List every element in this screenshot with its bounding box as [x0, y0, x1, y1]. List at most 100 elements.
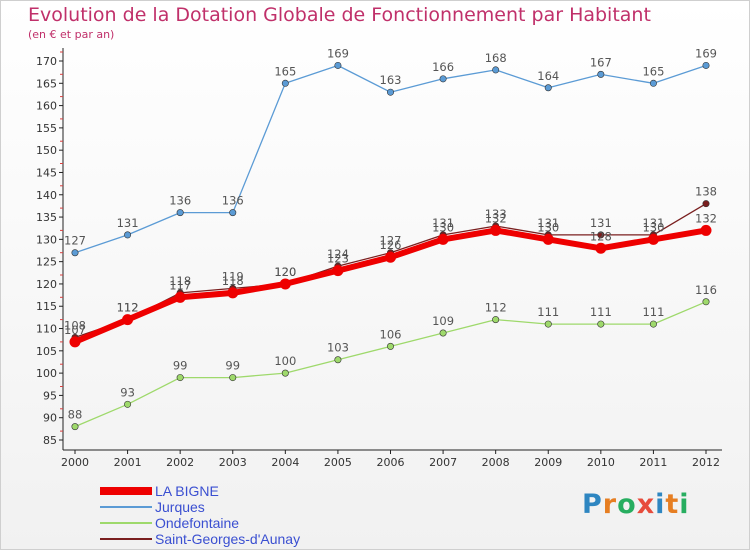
data-label-ondefontaine: 112 [485, 301, 507, 315]
data-label-la-bigne: 130 [432, 220, 454, 234]
data-label-la-bigne: 132 [695, 211, 717, 225]
legend-swatch [100, 506, 152, 508]
data-label-jurques: 127 [64, 234, 86, 248]
y-tick-label: 135 [36, 211, 57, 224]
data-label-jurques: 136 [169, 194, 191, 208]
y-tick-label: 145 [36, 166, 57, 179]
data-label-jurques: 165 [642, 64, 664, 78]
data-label-ondefontaine: 99 [173, 359, 188, 373]
x-tick-label: 2008 [482, 456, 510, 469]
point-jurques [386, 88, 394, 96]
point-la-bigne [700, 224, 712, 236]
point-ondefontaine [71, 423, 79, 431]
data-label-la-bigne: 130 [642, 220, 664, 234]
data-label-saint-georges-d-aunay: 112 [117, 301, 139, 315]
point-jurques [439, 75, 447, 83]
data-label-saint-georges-d-aunay: 127 [380, 234, 402, 248]
point-la-bigne [69, 336, 81, 348]
x-tick-label: 2009 [534, 456, 562, 469]
point-jurques [334, 61, 342, 69]
x-tick-label: 2001 [114, 456, 142, 469]
data-label-jurques: 169 [327, 46, 349, 60]
point-ondefontaine [439, 329, 447, 337]
point-ondefontaine [649, 320, 657, 328]
point-la-bigne [490, 224, 502, 236]
data-label-la-bigne: 107 [64, 323, 86, 337]
point-la-bigne [122, 314, 134, 326]
y-tick-label: 130 [36, 233, 57, 246]
data-label-jurques: 166 [432, 60, 454, 74]
point-la-bigne [595, 242, 607, 254]
logo-letter: x [636, 489, 656, 520]
data-label-la-bigne: 130 [537, 220, 559, 234]
legend-swatch [100, 487, 152, 495]
data-label-saint-georges-d-aunay: 108 [64, 318, 86, 332]
x-tick-label: 2000 [61, 456, 89, 469]
point-saint-georges-d-aunay [597, 231, 605, 239]
point-ondefontaine [702, 298, 710, 306]
data-label-ondefontaine: 109 [432, 314, 454, 328]
data-label-saint-georges-d-aunay: 124 [327, 247, 349, 261]
x-tick-label: 2006 [377, 456, 405, 469]
logo-letter: i [679, 489, 690, 520]
point-la-bigne [174, 291, 186, 303]
point-la-bigne [542, 233, 554, 245]
data-label-jurques: 165 [274, 64, 296, 78]
point-ondefontaine [386, 342, 394, 350]
y-tick-label: 165 [36, 77, 57, 90]
y-tick-label: 170 [36, 55, 57, 68]
x-tick-label: 2012 [692, 456, 720, 469]
series-line-ondefontaine [74, 301, 707, 428]
point-ondefontaine [334, 356, 342, 364]
y-tick-label: 105 [36, 345, 57, 358]
data-label-la-bigne: 132 [485, 211, 507, 225]
x-tick-label: 2003 [219, 456, 247, 469]
chart-title: Evolution de la Dotation Globale de Fonc… [28, 4, 651, 26]
point-la-bigne [385, 251, 396, 263]
x-tick-label: 2010 [587, 456, 615, 469]
data-label-ondefontaine: 106 [380, 327, 402, 341]
y-tick-label: 85 [43, 434, 57, 447]
point-jurques [544, 84, 552, 92]
point-jurques [176, 209, 184, 217]
point-jurques [71, 249, 79, 257]
point-ondefontaine [124, 400, 132, 408]
x-tick-label: 2007 [429, 456, 457, 469]
y-tick-label: 160 [36, 100, 57, 113]
logo-letter: i [655, 489, 666, 520]
data-label-saint-georges-d-aunay: 138 [695, 185, 717, 199]
y-tick-label: 90 [43, 412, 57, 425]
y-tick-label: 95 [43, 389, 57, 402]
data-label-saint-georges-d-aunay: 118 [169, 274, 191, 288]
data-label-ondefontaine: 99 [225, 359, 240, 373]
y-tick-label: 120 [36, 278, 57, 291]
point-saint-georges-d-aunay [702, 200, 710, 208]
data-label-saint-georges-d-aunay: 131 [432, 216, 454, 230]
legend-label: Jurques [155, 499, 205, 515]
series-layer [69, 61, 712, 431]
data-label-ondefontaine: 111 [537, 305, 559, 319]
data-label-saint-georges-d-aunay: 120 [274, 265, 296, 279]
point-ondefontaine [229, 374, 237, 382]
point-jurques [124, 231, 132, 239]
data-label-saint-georges-d-aunay: 131 [590, 216, 612, 230]
data-label-jurques: 167 [590, 55, 612, 69]
point-la-bigne [227, 287, 239, 299]
data-label-la-bigne: 112 [117, 301, 139, 315]
y-tick-label: 100 [36, 367, 57, 380]
y-tick-label: 110 [36, 323, 57, 336]
point-jurques [649, 79, 657, 87]
x-tick-label: 2002 [166, 456, 194, 469]
chart-axes: 85 90 95 100 105 110 115 120 125 130 135 140 145 150 1… [36, 48, 722, 469]
data-label-saint-georges-d-aunay: 133 [485, 207, 507, 221]
point-ondefontaine [492, 316, 500, 324]
point-la-bigne [332, 265, 344, 277]
point-la-bigne [647, 233, 659, 245]
data-label-la-bigne: 128 [590, 229, 612, 243]
point-ondefontaine [597, 320, 605, 328]
y-tick-label: 155 [36, 122, 57, 135]
point-jurques [597, 70, 605, 78]
logo-letter: r [602, 489, 618, 520]
